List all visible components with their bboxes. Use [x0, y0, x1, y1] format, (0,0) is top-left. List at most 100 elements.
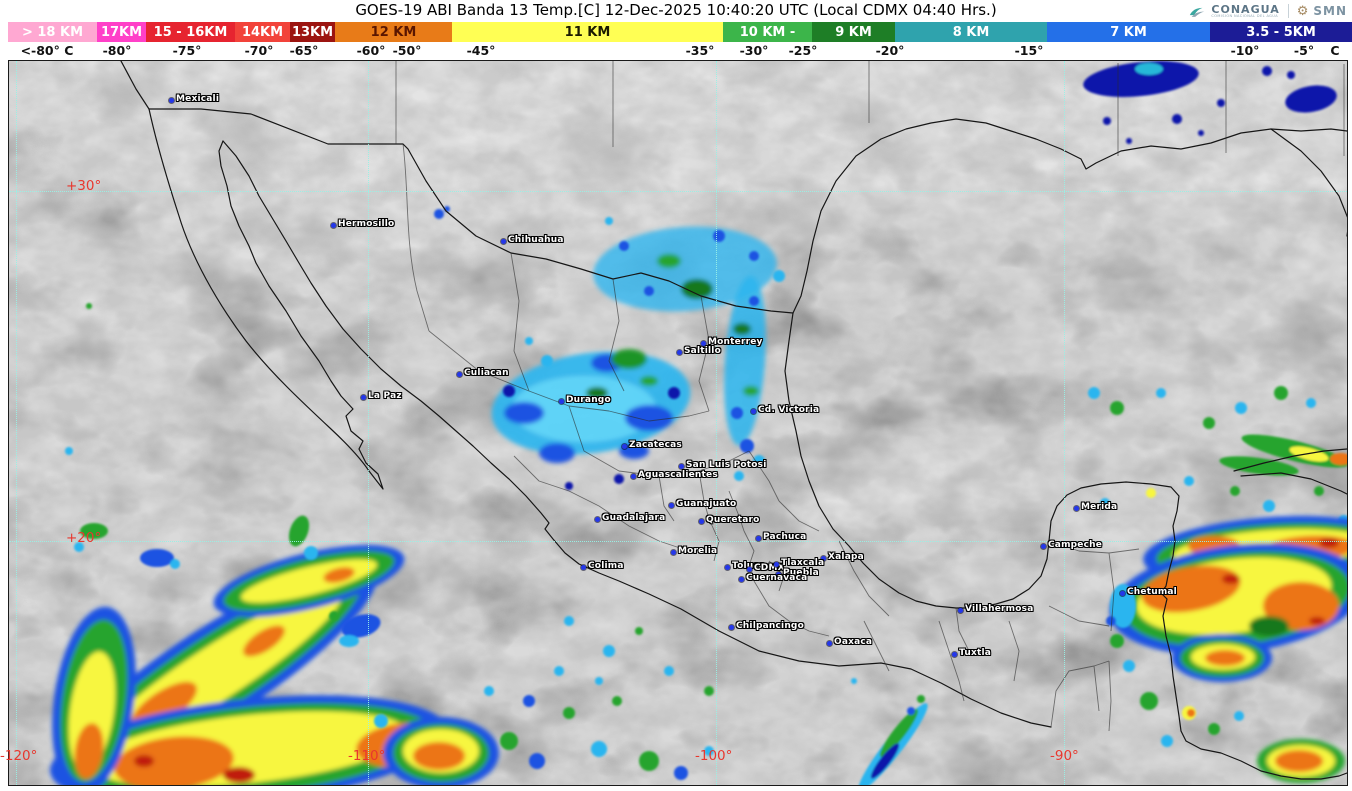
altitude-color-scale: > 18 KM 17KM 15 - 16KM 14KM 13KM 12 KM 11 KM 10…	[0, 22, 1352, 42]
city-dot-icon	[581, 565, 586, 570]
city-label: Merida	[1081, 502, 1118, 512]
city-label: Colima	[588, 561, 624, 571]
temp-tick: -80°	[102, 43, 132, 58]
city-label: Culiacan	[464, 368, 509, 378]
city-dot-icon	[821, 556, 826, 561]
city-label: Villahermosa	[965, 604, 1034, 614]
city-dot-icon	[595, 517, 600, 522]
temp-tick: -10°	[1230, 43, 1260, 58]
temp-tick: -5°	[1293, 43, 1315, 58]
city-dot-icon	[774, 562, 779, 567]
scale-segment: 9 KM	[812, 22, 895, 42]
city-label: Tlaxcala	[781, 558, 825, 568]
city-dot-icon	[739, 577, 744, 582]
city-label: Tuxtla	[959, 648, 992, 658]
city-dot-icon	[622, 444, 627, 449]
temp-tick: -70°	[244, 43, 274, 58]
city-dot-icon	[756, 536, 761, 541]
temp-tick: -65°	[289, 43, 319, 58]
grid-parallel	[9, 541, 1347, 542]
scale-segment: 7 KM	[1047, 22, 1210, 42]
city-label: Pachuca	[763, 532, 807, 542]
city-label: Morelia	[678, 546, 718, 556]
logo-divider	[1287, 4, 1289, 18]
city-label: Cd. Victoria	[758, 405, 820, 415]
temp-tick: -25°	[788, 43, 818, 58]
smn-gear-icon: ⚙	[1296, 3, 1309, 19]
city-label: Mexicali	[176, 94, 220, 104]
city-label: Campeche	[1048, 540, 1103, 550]
city-label: Hermosillo	[338, 219, 395, 229]
city-dot-icon	[747, 567, 752, 572]
city-dot-icon	[631, 474, 636, 479]
conagua-logo-subtext: COMISIÓN NACIONAL DEL AGUA	[1211, 13, 1279, 18]
city-label: Chetumal	[1127, 587, 1177, 597]
city-label: Saltillo	[684, 346, 721, 356]
scale-segment: > 18 KM	[8, 22, 97, 42]
satellite-imagery	[9, 61, 1347, 785]
scale-segment: 17KM	[97, 22, 146, 42]
scale-segment: 14KM	[235, 22, 290, 42]
city-dot-icon	[699, 519, 704, 524]
temp-tick: -60°	[356, 43, 386, 58]
city-label: La Paz	[368, 391, 402, 401]
city-dot-icon	[958, 608, 963, 613]
city-dot-icon	[701, 341, 706, 346]
scale-segment: 11 KM	[452, 22, 723, 42]
city-dot-icon	[331, 223, 336, 228]
city-label: Aguascalientes	[638, 470, 718, 480]
scale-segment: 13KM	[290, 22, 335, 42]
conagua-logo-text: CONAGUA	[1211, 2, 1280, 16]
city-dot-icon	[559, 399, 564, 404]
city-label: Durango	[566, 395, 611, 405]
city-label: Cuernavaca	[746, 573, 808, 583]
city-dot-icon	[1074, 506, 1079, 511]
city-label: Guanajuato	[676, 499, 737, 509]
city-label: Guadalajara	[602, 513, 666, 523]
city-label: CDMX	[754, 563, 785, 573]
grid-meridian	[368, 61, 369, 785]
city-label: Oaxaca	[834, 637, 873, 647]
city-dot-icon	[952, 652, 957, 657]
conagua-wave-icon	[1190, 7, 1205, 17]
city-dot-icon	[169, 98, 174, 103]
city-label: Queretaro	[706, 515, 760, 525]
city-dot-icon	[677, 350, 682, 355]
city-label: San Luis Potosi	[686, 460, 767, 470]
temp-tick: -50°	[392, 43, 422, 58]
satellite-map: Mexicali Hermosillo Chihuahua Culiacan La Pa…	[0, 60, 1352, 786]
temp-tick: -20°	[875, 43, 905, 58]
city-dot-icon	[827, 641, 832, 646]
city-label: Toluca	[732, 561, 766, 571]
city-dot-icon	[751, 409, 756, 414]
city-label: Zacatecas	[629, 440, 682, 450]
city-dot-icon	[671, 550, 676, 555]
temp-tick: -15°	[1014, 43, 1044, 58]
city-dot-icon	[1120, 591, 1125, 596]
city-label: Chilpancingo	[736, 621, 804, 631]
temp-tick: <-80° C	[20, 43, 74, 58]
temperature-scale: <-80° C -80° -75° -70° -65° -60° -50° -45° -35° -…	[0, 42, 1352, 60]
city-label: Chihuahua	[508, 235, 564, 245]
grid-meridian	[1064, 61, 1065, 785]
scale-segment: 3.5 - 5KM	[1210, 22, 1352, 42]
city-dot-icon	[501, 239, 506, 244]
city-label: Xalapa	[828, 552, 864, 562]
city-dot-icon	[361, 395, 366, 400]
grid-meridian	[716, 61, 717, 785]
scale-segment: 8 KM	[895, 22, 1047, 42]
conagua-logo: CONAGUA COMISIÓN NACIONAL DEL AGUA	[1211, 4, 1279, 19]
city-dot-icon	[1041, 544, 1046, 549]
city-dot-icon	[679, 464, 684, 469]
scale-segment: 15 - 16KM	[146, 22, 235, 42]
city-label: Puebla	[783, 568, 819, 578]
city-dot-icon	[725, 565, 730, 570]
scale-segment: 10 KM -	[723, 22, 812, 42]
grid-meridian	[16, 61, 17, 785]
map-frame: Mexicali Hermosillo Chihuahua Culiacan La Pa…	[8, 60, 1348, 786]
temp-tick: -45°	[466, 43, 496, 58]
city-dot-icon	[776, 572, 781, 577]
image-title: GOES-19 ABI Banda 13 Temp.[C] 12-Dec-202…	[355, 1, 997, 19]
temp-tick: -35°	[685, 43, 715, 58]
